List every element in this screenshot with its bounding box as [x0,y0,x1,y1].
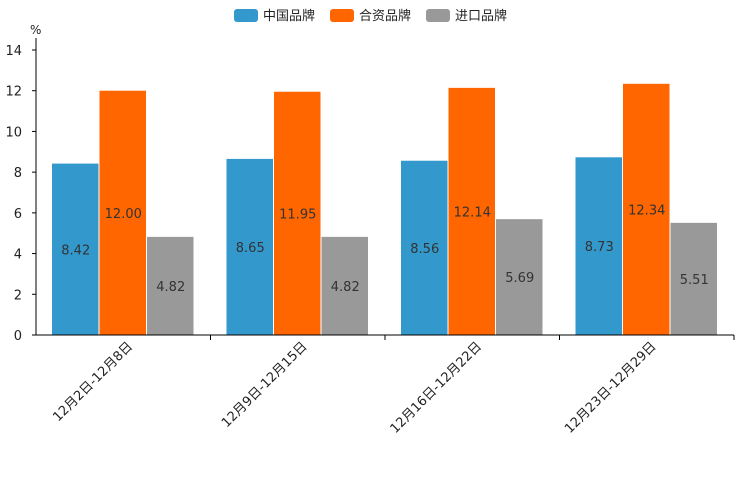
bars: 8.42 12.00 4.82 8.65 11.95 4.82 8.56 12.14 5.69 8… [52,83,717,336]
bar-0-3 [575,157,622,335]
data-label-0-0: 8.42 [61,243,90,258]
x-tick-label-0: 12月2日-12月8日 [50,339,136,425]
legend-swatch-0 [234,9,258,22]
bar-0-2 [401,160,448,335]
bar-2-3 [670,222,717,335]
legend-label-0: 中国品牌 [263,8,315,24]
bar-1-3 [623,83,670,336]
legend-label-2: 进口品牌 [455,8,507,24]
bar-1-2 [448,87,495,335]
data-label-0-2: 8.56 [410,242,439,257]
data-label-2-3: 5.51 [680,273,709,288]
y-tick-label: 0 [14,329,22,344]
y-tick-label: 6 [14,207,22,222]
y-tick-label: 2 [14,288,22,303]
y-axis-unit: % [30,23,41,37]
bar-0-1 [226,158,273,335]
data-label-0-3: 8.73 [585,240,614,255]
legend-swatch-1 [330,9,354,22]
data-label-1-0: 12.00 [105,207,142,222]
data-label-1-3: 12.34 [628,203,665,218]
y-tick-label: 12 [5,85,22,100]
y-axis: 0 2 4 6 8 10 12 14 [5,38,37,344]
data-label-0-1: 8.65 [236,241,265,256]
data-label-1-1: 11.95 [279,207,316,222]
x-tick-label-2: 12月16日-12月22日 [388,339,485,436]
bar-2-1 [321,236,368,335]
x-tick-label-3: 12月23日-12月29日 [562,339,659,436]
legend: 中国品牌 合资品牌 进口品牌 [234,8,507,24]
bar-0-0 [52,163,99,335]
data-label-2-1: 4.82 [331,280,360,295]
bar-1-1 [274,91,321,335]
y-tick-label: 14 [5,44,22,59]
bar-1-0 [99,90,146,335]
data-label-1-2: 12.14 [454,205,491,220]
y-tick-label: 4 [14,248,22,263]
y-tick-label: 8 [14,166,22,181]
bar-2-2 [496,219,543,335]
x-tick-label-1: 12月9日-12月15日 [219,339,311,431]
x-axis: 12月2日-12月8日 12月9日-12月15日 12月16日-12月22日 12月2… [36,334,735,437]
legend-label-1: 合资品牌 [359,8,411,24]
legend-swatch-2 [426,9,450,22]
data-label-2-0: 4.82 [156,280,185,295]
bar-2-0 [147,236,194,335]
data-label-2-2: 5.69 [505,271,534,286]
y-tick-label: 10 [5,125,22,140]
